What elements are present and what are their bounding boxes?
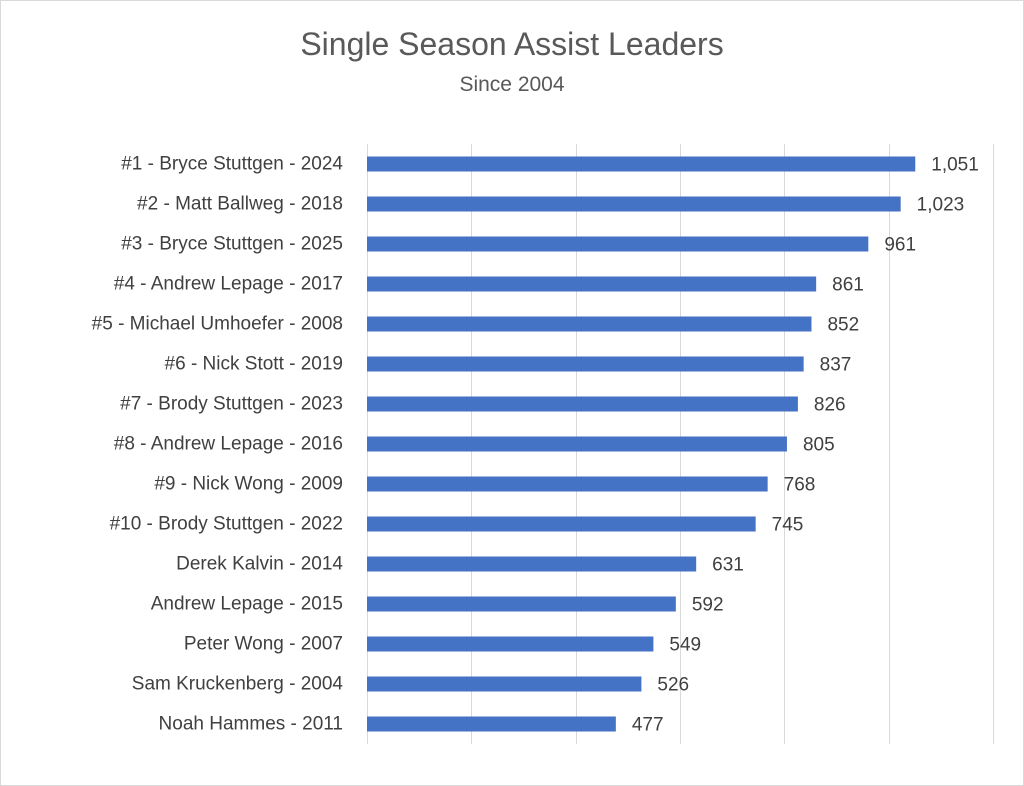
bar (367, 276, 817, 292)
bar (367, 596, 676, 612)
data-label: 768 (784, 475, 816, 496)
bar (367, 476, 768, 492)
category-label: #8 - Andrew Lepage - 2016 (114, 434, 343, 455)
category-label: Peter Wong - 2007 (184, 634, 343, 655)
data-label: 631 (712, 555, 744, 576)
bar (367, 436, 787, 452)
category-label: #2 - Matt Ballweg - 2018 (137, 194, 343, 215)
bar (367, 636, 654, 652)
data-label: 745 (772, 515, 804, 536)
bar (367, 356, 804, 372)
labels: #1 - Bryce Stuttgen - 2024 1,051 #2 - Matt… (92, 154, 979, 736)
bar (367, 316, 812, 332)
category-label: #7 - Brody Stuttgen - 2023 (120, 394, 343, 415)
bars (367, 156, 916, 732)
data-label: 1,023 (917, 195, 965, 216)
bar (367, 396, 798, 412)
category-label: Derek Kalvin - 2014 (176, 554, 343, 575)
category-label: #3 - Bryce Stuttgen - 2025 (121, 234, 343, 255)
category-label: #4 - Andrew Lepage - 2017 (114, 274, 343, 295)
data-label: 549 (669, 635, 701, 656)
data-label: 852 (827, 315, 859, 336)
data-label: 477 (632, 715, 664, 736)
category-label: Sam Kruckenberg - 2004 (132, 674, 344, 695)
bar (367, 156, 916, 172)
bar (367, 236, 869, 252)
chart-title: Single Season Assist Leaders (300, 26, 724, 62)
bar (367, 676, 642, 692)
bar (367, 556, 697, 572)
data-label: 837 (820, 355, 852, 376)
category-label: #1 - Bryce Stuttgen - 2024 (121, 154, 343, 175)
category-label: Andrew Lepage - 2015 (151, 594, 343, 615)
category-label: #5 - Michael Umhoefer - 2008 (92, 314, 343, 335)
data-label: 826 (814, 395, 846, 416)
data-label: 861 (832, 275, 864, 296)
data-label: 961 (884, 235, 916, 256)
bar (367, 716, 616, 732)
data-label: 592 (692, 595, 724, 616)
data-label: 805 (803, 435, 835, 456)
bar (367, 516, 756, 532)
category-label: #9 - Nick Wong - 2009 (154, 474, 343, 495)
category-label: #6 - Nick Stott - 2019 (165, 354, 343, 375)
category-label: #10 - Brody Stuttgen - 2022 (110, 514, 343, 535)
category-label: Noah Hammes - 2011 (159, 714, 343, 735)
bar (367, 196, 901, 212)
data-label: 1,051 (931, 155, 979, 176)
chart-subtitle: Since 2004 (459, 73, 565, 96)
data-label: 526 (657, 675, 689, 696)
